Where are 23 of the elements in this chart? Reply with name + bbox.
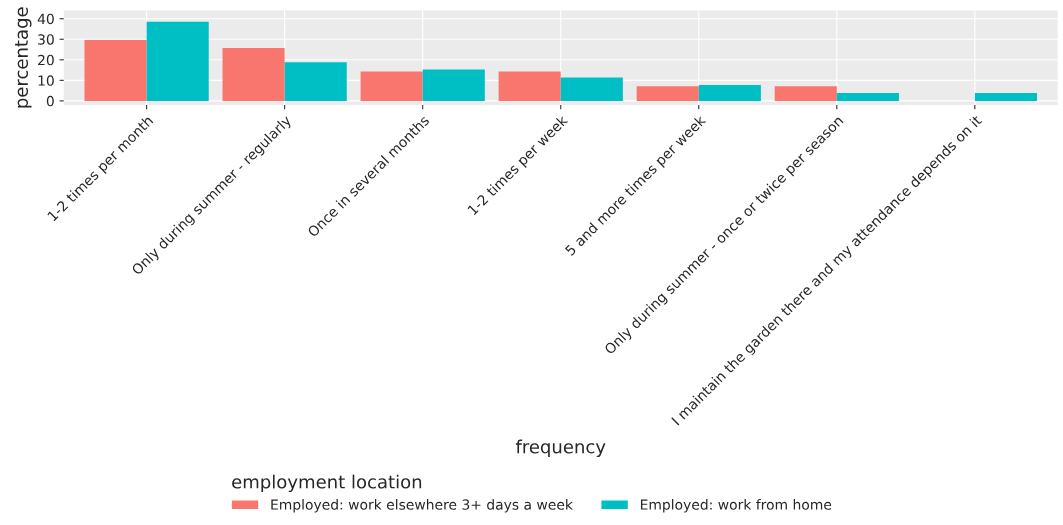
bar xyxy=(698,85,761,101)
bar xyxy=(422,69,485,101)
bar xyxy=(974,93,1037,101)
y-tick-label: 10 xyxy=(38,75,54,86)
y-tick-label: 30 xyxy=(38,34,54,45)
bar xyxy=(222,48,285,101)
x-axis-title: frequency xyxy=(515,439,606,457)
bar xyxy=(146,21,209,101)
bar xyxy=(498,71,561,101)
y-tick-label: 20 xyxy=(38,54,54,66)
legend-title: employment location xyxy=(232,474,422,493)
bar xyxy=(84,40,147,101)
y-tick-label: 0 xyxy=(46,95,54,107)
bar xyxy=(284,62,347,101)
y-axis-title: percentage xyxy=(15,7,32,108)
y-tick-label: 40 xyxy=(37,13,54,25)
legend-label: Employed: work from home xyxy=(640,499,832,513)
bar xyxy=(636,86,699,101)
bar xyxy=(836,93,899,101)
legend-label: Employed: work elsewhere 3+ days a week xyxy=(271,499,573,513)
bar xyxy=(360,71,423,101)
bar xyxy=(774,86,837,101)
bar xyxy=(560,77,623,101)
